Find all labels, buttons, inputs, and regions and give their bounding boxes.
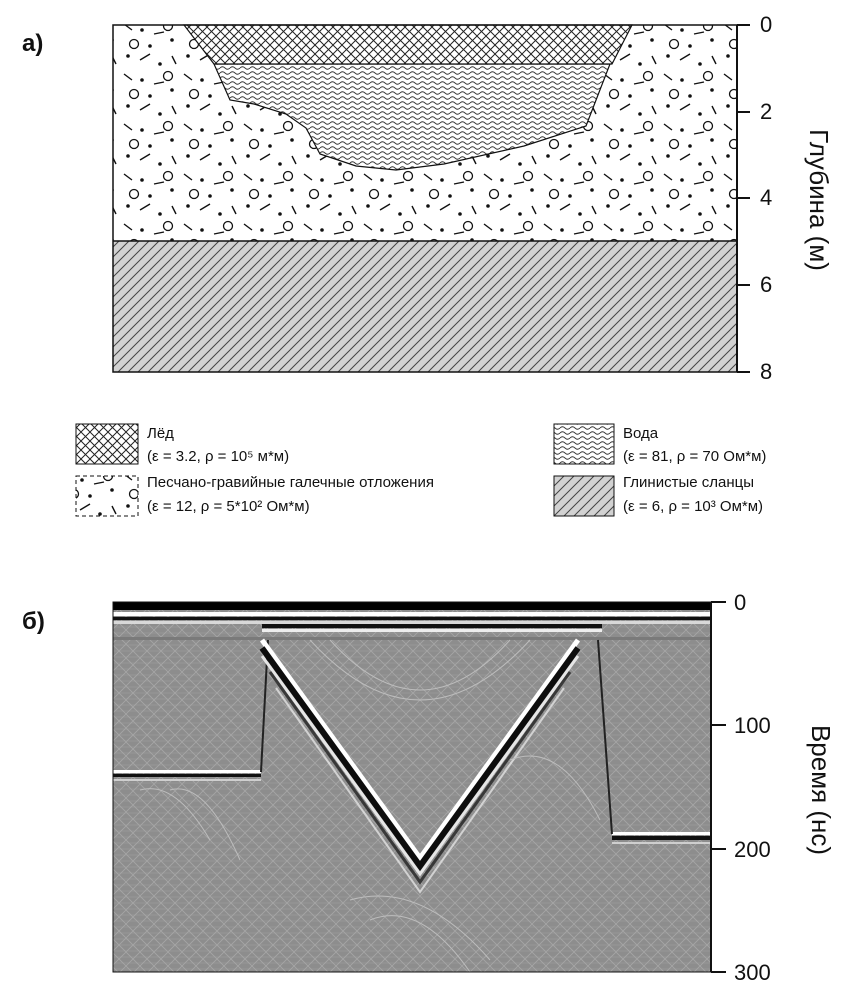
legend-params: (ε = 6, ρ = 10³ Ом*м): [623, 498, 763, 515]
time-axis: 0 100 200 300 Время (нс): [710, 590, 836, 985]
legend-params: (ε = 3.2, ρ = 10⁵ м*м): [147, 448, 289, 465]
depth-axis: 0 2 4 6 8 Глубина (м): [736, 12, 834, 384]
legend-params: (ε = 12, ρ = 5*10² Ом*м): [147, 498, 310, 515]
depth-tick-label: 8: [760, 359, 772, 384]
legend-name: Вода: [623, 425, 659, 442]
water-layer: [213, 63, 611, 171]
legend-params: (ε = 81, ρ = 70 Ом*м): [623, 448, 766, 465]
depth-axis-title: Глубина (м): [804, 129, 834, 271]
ice-layer: [182, 24, 633, 65]
depth-tick-label: 4: [760, 185, 772, 210]
time-tick-label: 100: [734, 713, 771, 738]
gravel-swatch: [75, 475, 139, 517]
panel-a-label: а): [22, 30, 44, 57]
legend-item-water: Вода (ε = 81, ρ = 70 Ом*м): [553, 423, 766, 465]
ice-swatch: [75, 423, 139, 465]
shale-swatch: [553, 475, 615, 517]
time-tick-label: 0: [734, 590, 746, 615]
legend-name: Лёд: [147, 425, 174, 442]
left-reflector: [113, 770, 261, 781]
depth-tick-label: 0: [760, 12, 772, 37]
legend-item-gravel: Песчано-гравийные галечные отложения (ε …: [75, 474, 434, 517]
time-tick-label: 300: [734, 960, 771, 985]
time-tick-label: 200: [734, 837, 771, 862]
water-swatch: [553, 423, 615, 465]
geologic-section: [112, 24, 738, 373]
panel-b-label: б): [22, 608, 45, 635]
depth-tick-label: 2: [760, 99, 772, 124]
radargram: [112, 601, 712, 973]
legend-item-shale: Глинистые сланцы (ε = 6, ρ = 10³ Ом*м): [553, 474, 763, 517]
legend: Лёд (ε = 3.2, ρ = 10⁵ м*м) Вода (ε = 81,…: [75, 423, 766, 517]
legend-item-ice: Лёд (ε = 3.2, ρ = 10⁵ м*м): [75, 423, 289, 465]
right-reflector: [612, 832, 711, 844]
shale-layer: [113, 241, 737, 372]
legend-name: Глинистые сланцы: [623, 474, 754, 491]
time-axis-title: Время (нс): [806, 725, 836, 855]
diffraction-hyperbolae: [139, 639, 601, 973]
depth-tick-label: 6: [760, 272, 772, 297]
legend-name: Песчано-гравийные галечные отложения: [147, 474, 434, 491]
water-bottom-reflection: [259, 638, 581, 894]
